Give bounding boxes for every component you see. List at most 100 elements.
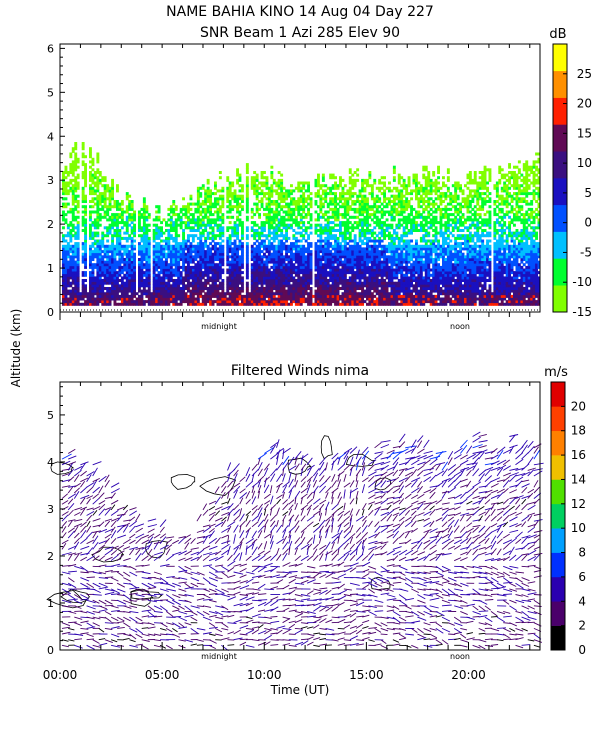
snr-cell [106, 197, 110, 201]
snr-cell [270, 302, 274, 306]
snr-cell [160, 289, 163, 293]
snr-cell [258, 300, 261, 304]
snr-cell [84, 239, 87, 243]
snr-cell [172, 258, 176, 261]
snr-cell [66, 302, 70, 306]
snr-cell [206, 223, 210, 227]
snr-cell [140, 289, 144, 293]
snr-cell [366, 281, 369, 285]
snr-cell [196, 255, 200, 259]
snr-cell [69, 221, 73, 225]
snr-cell [76, 205, 80, 209]
snr-cell [231, 268, 235, 272]
snr-cell [71, 271, 75, 275]
snr-cell [272, 226, 276, 230]
snr-cell [390, 263, 394, 267]
snr-cell [98, 178, 102, 182]
snr-cell [392, 258, 396, 261]
snr-cell [96, 205, 100, 209]
snr-cell [270, 207, 274, 211]
snr-cell [145, 210, 149, 214]
snr-cell [297, 255, 301, 259]
snr-cell [152, 284, 156, 288]
snr-cell [113, 287, 117, 290]
snr-cell [378, 268, 382, 272]
snr-cell [106, 231, 110, 235]
snr-cell [410, 300, 413, 304]
snr-cell [209, 242, 212, 246]
snr-cell [98, 258, 102, 261]
snr-cell [380, 292, 384, 296]
snr-cell [282, 205, 286, 209]
snr-cell [69, 207, 73, 211]
snr-cell [370, 231, 374, 235]
snr-cell [233, 192, 237, 196]
snr-cell [299, 289, 303, 293]
snr-cell [228, 236, 232, 240]
snr-cell [231, 192, 235, 196]
snr-cell [272, 284, 276, 288]
snr-cell [402, 239, 406, 243]
snr-cell [69, 234, 73, 238]
snr-cell [64, 263, 68, 267]
snr-cell [221, 247, 225, 251]
snr-cell [189, 202, 193, 206]
snr-cell [140, 226, 144, 230]
snr-cell [407, 213, 411, 217]
snr-cell [348, 189, 352, 193]
snr-cell [177, 281, 181, 285]
snr-cell [74, 289, 78, 293]
snr-cell [231, 258, 235, 261]
snr-cell [368, 229, 372, 232]
snr-cell [290, 279, 293, 282]
snr-cell [297, 223, 301, 227]
snr-cell [147, 258, 151, 261]
snr-cell [76, 186, 80, 190]
snr-cell [400, 265, 404, 269]
snr-cell [326, 292, 330, 296]
snr-cell [76, 279, 80, 282]
snr-cell [292, 284, 296, 288]
snr-cell [343, 205, 347, 209]
snr-cell [233, 302, 237, 306]
snr-cell [405, 279, 409, 282]
snr-cell [326, 289, 330, 293]
snr-cell [317, 189, 320, 193]
snr-cell [356, 294, 360, 298]
snr-cell [265, 279, 269, 282]
snr-cell [400, 279, 404, 282]
snr-cell [358, 223, 362, 227]
snr-cell [106, 229, 110, 232]
snr-cell [189, 194, 193, 198]
snr-cell [329, 189, 333, 193]
snr-cell [162, 279, 166, 282]
snr-cell [272, 297, 276, 301]
snr-cell [265, 184, 269, 188]
snr-cell [167, 294, 171, 298]
snr-cell [66, 184, 70, 188]
snr-cell [392, 255, 396, 259]
snr-cell [214, 294, 217, 298]
snr-cell [255, 186, 259, 190]
snr-cell [165, 258, 168, 261]
snr-cell [309, 294, 313, 298]
snr-cell [402, 181, 406, 185]
snr-cell [314, 181, 318, 185]
snr-cell [392, 210, 396, 214]
snr-cell [160, 226, 163, 230]
snr-cell [395, 281, 399, 285]
snr-cell [402, 252, 406, 256]
snr-cell [96, 247, 100, 251]
snr-cell [184, 276, 188, 280]
snr-cell [277, 234, 281, 238]
snr-cell [221, 294, 225, 298]
snr-cell [285, 271, 288, 275]
snr-cell [263, 176, 266, 180]
snr-cell [142, 284, 146, 288]
snr-cell [216, 284, 220, 288]
snr-cell [118, 297, 122, 301]
snr-cell [402, 300, 406, 304]
snr-cell [245, 210, 249, 214]
snr-cell [395, 226, 399, 230]
snr-cell [400, 200, 404, 203]
